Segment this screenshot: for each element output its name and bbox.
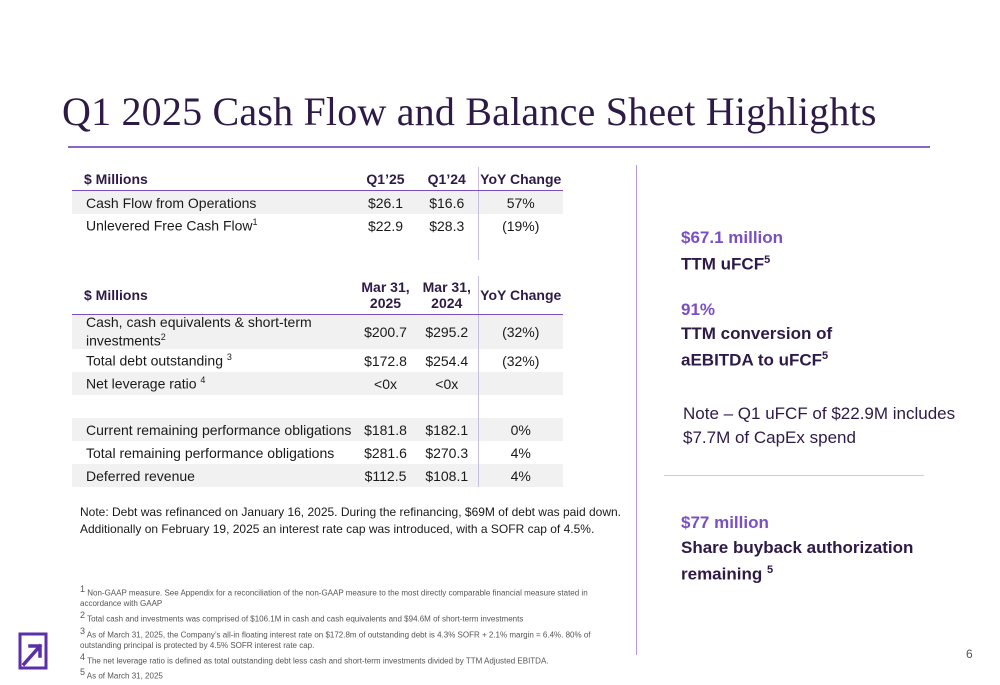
cell-q1-24: $28.3 xyxy=(429,217,465,234)
footnote-ref: 4 xyxy=(200,375,206,386)
cell-current: $112.5 xyxy=(355,464,416,487)
header-mar-2024: Mar 31, 2024 xyxy=(416,276,478,315)
cell-yoy xyxy=(477,372,563,395)
table-row: Cash Flow from Operations $26.1 $16.6 57… xyxy=(72,190,563,214)
header-millions: $ Millions xyxy=(72,167,355,191)
cell-yoy: 57% xyxy=(477,190,563,214)
cell-prior: $270.3 xyxy=(425,444,469,461)
cell-yoy: (32%) xyxy=(477,314,563,349)
cell-yoy: 0% xyxy=(477,418,563,441)
row-label: Current remaining performance obligation… xyxy=(72,418,355,441)
cell-yoy: (32%) xyxy=(477,349,563,372)
row-label: Total remaining performance obligations xyxy=(86,444,335,461)
footnote-item: 2 Total cash and investments was compris… xyxy=(80,610,524,624)
footnotes: 1 Non-GAAP measure. See Appendix for a r… xyxy=(80,584,625,683)
footnote-item: 5 As of March 31, 2025 xyxy=(80,667,163,682)
row-label: Deferred revenue xyxy=(72,464,355,487)
table-row: Net leverage ratio 4 <0x <0x xyxy=(72,372,563,395)
cell-q1-25: $26.1 xyxy=(355,190,416,214)
kpi-buyback-label: Share buyback authorization remaining 5 xyxy=(681,538,914,584)
capex-note: Note – Q1 uFCF of $22.9M includes $7.7M … xyxy=(683,404,956,447)
cell-q1-24: $16.6 xyxy=(416,190,478,214)
footnote-ref: 3 xyxy=(226,352,232,363)
row-label: Unlevered Free Cash Flow1 xyxy=(86,217,258,234)
table-row: Cash, cash equivalents & short-term inve… xyxy=(72,314,563,349)
cell-prior: <0x xyxy=(416,372,478,395)
header-yoy: YoY Change xyxy=(477,167,563,191)
footnote-item: 3 As of March 31, 2025, the Company’s al… xyxy=(80,625,591,651)
row-label: Total debt outstanding 3 xyxy=(86,352,232,369)
page-number: 6 xyxy=(966,647,973,661)
row-label: Net leverage ratio 4 xyxy=(72,372,355,395)
kpi-ttm-ufcf-value: $67.1 million xyxy=(681,228,784,247)
cell-yoy: (19%) xyxy=(477,214,563,237)
table-spacer-row xyxy=(72,395,563,418)
table-spacer-row xyxy=(72,237,563,260)
table-row: Current remaining performance obligation… xyxy=(72,418,563,441)
table-row: Deferred revenue $112.5 $108.1 4% xyxy=(72,464,563,487)
cell-current: $281.6 xyxy=(364,444,407,461)
section-divider-horizontal xyxy=(664,475,924,476)
debt-refinance-note: Note: Debt was refinanced on January 16,… xyxy=(80,505,622,536)
cell-prior: $108.1 xyxy=(416,464,478,487)
table-row: Total debt outstanding 3 $172.8 $254.4 (… xyxy=(72,349,563,372)
footnote-item: 1 Non-GAAP measure. See Appendix for a r… xyxy=(80,584,588,609)
cash-flow-table: $ Millions Q1’25 Q1’24 YoY Change Cash F… xyxy=(72,167,563,260)
kpi-buyback-value: $77 million xyxy=(681,513,769,532)
cell-yoy: 4% xyxy=(477,441,563,464)
cell-current: $181.8 xyxy=(355,418,416,441)
balance-sheet-table: $ Millions Mar 31, 2025 Mar 31, 2024 YoY… xyxy=(72,276,563,487)
footnote-ref: 1 xyxy=(252,217,258,228)
cell-q1-25: $22.9 xyxy=(367,217,404,234)
cell-prior: $182.1 xyxy=(416,418,478,441)
row-label: Cash, cash equivalents & short-term inve… xyxy=(72,314,355,349)
header-q1-25: Q1’25 xyxy=(355,167,416,191)
kpi-conversion-label: TTM conversion of aEBITDA to uFCF5 xyxy=(681,324,833,370)
footnote-item: 4 The net leverage ratio is defined as t… xyxy=(80,651,549,666)
page-title: Q1 2025 Cash Flow and Balance Sheet High… xyxy=(62,89,877,134)
footnote-ref: 2 xyxy=(160,332,166,343)
header-millions: $ Millions xyxy=(72,276,355,315)
header-q1-24: Q1’24 xyxy=(416,167,478,191)
arrow-logo-icon xyxy=(18,632,48,670)
section-divider-vertical xyxy=(636,165,637,655)
table-row: Total remaining performance obligations … xyxy=(72,441,563,464)
cell-prior: $295.2 xyxy=(416,314,478,349)
table-row: Unlevered Free Cash Flow1 $22.9 $28.3 (1… xyxy=(72,214,563,237)
row-label: Cash Flow from Operations xyxy=(72,190,355,214)
header-yoy: YoY Change xyxy=(477,276,563,315)
table-header-row: $ Millions Q1’25 Q1’24 YoY Change xyxy=(72,167,563,191)
table-header-row: $ Millions Mar 31, 2025 Mar 31, 2024 YoY… xyxy=(72,276,563,315)
cell-current: $172.8 xyxy=(364,352,407,369)
cell-prior: $254.4 xyxy=(425,352,469,369)
cell-current: <0x xyxy=(355,372,416,395)
title-divider xyxy=(68,146,930,148)
kpi-conversion-value: 91% xyxy=(681,300,716,319)
cell-current: $200.7 xyxy=(355,314,416,349)
kpi-ttm-ufcf-label: TTM uFCF5 xyxy=(681,254,771,274)
header-mar-2025: Mar 31, 2025 xyxy=(355,276,416,315)
cell-yoy: 4% xyxy=(477,464,563,487)
